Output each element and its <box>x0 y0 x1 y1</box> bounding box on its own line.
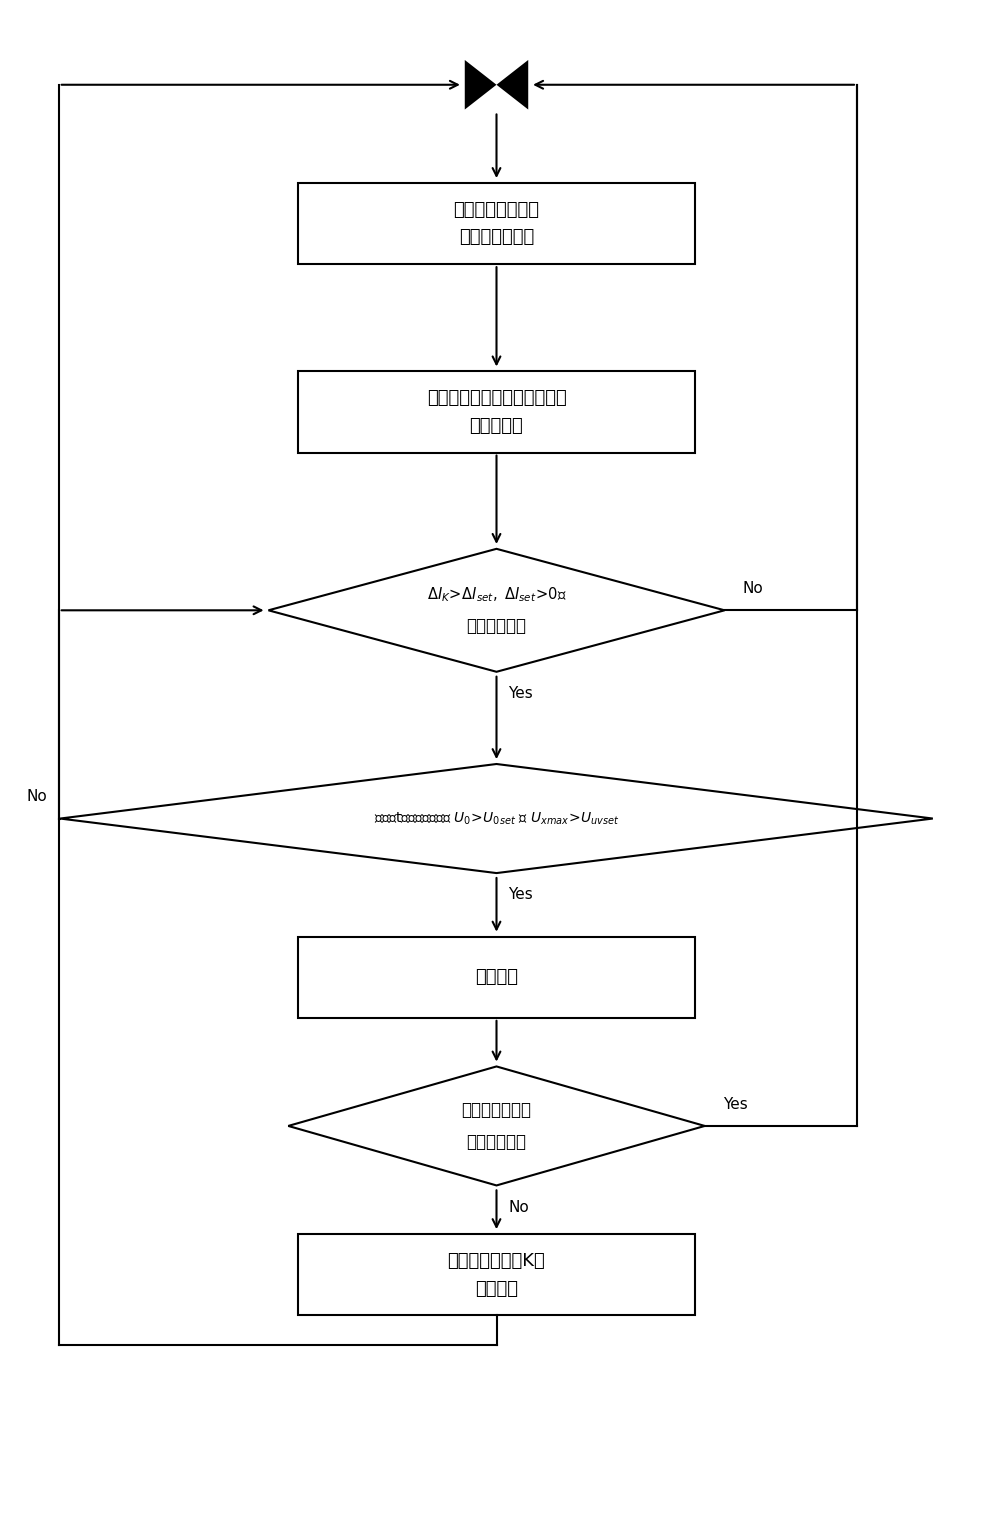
Text: 启动闭锁信号: 启动闭锁信号 <box>467 1133 526 1151</box>
Polygon shape <box>465 60 496 110</box>
Text: 跳闸出口跳开第K条: 跳闸出口跳开第K条 <box>448 1252 545 1269</box>
Polygon shape <box>288 1066 705 1185</box>
Text: 是否收到下游的: 是否收到下游的 <box>462 1101 531 1119</box>
Polygon shape <box>268 549 725 671</box>
Text: No: No <box>743 581 764 596</box>
Bar <box>298 372 695 453</box>
Text: No: No <box>26 789 47 804</box>
Text: No: No <box>508 1200 529 1214</box>
Text: Yes: Yes <box>508 887 533 902</box>
Text: 是否在t时间段内都满足 $U_0\!>\!U_{0set}$ 或 $U_{xmax}\!>\!U_{uvset}$: 是否在t时间段内都满足 $U_0\!>\!U_{0set}$ 或 $U_{xma… <box>373 810 620 827</box>
Text: 馈线保护采集母线: 馈线保护采集母线 <box>454 200 539 219</box>
Bar <box>298 1234 695 1315</box>
Bar <box>298 937 695 1018</box>
Polygon shape <box>496 60 528 110</box>
Text: Yes: Yes <box>723 1096 748 1112</box>
Text: 电压、线路电流: 电压、线路电流 <box>459 228 534 246</box>
Text: 保护启动: 保护启动 <box>475 968 518 986</box>
Text: 馈线保护计算综合判据所需的: 馈线保护计算综合判据所需的 <box>427 388 566 407</box>
Text: Yes: Yes <box>508 687 533 702</box>
Text: 电流为正方向: 电流为正方向 <box>467 618 526 635</box>
Text: $\Delta I_K\!>\!\Delta I_{set},\ \Delta I_{set}\!>\!0$且: $\Delta I_K\!>\!\Delta I_{set},\ \Delta … <box>427 586 566 604</box>
Bar <box>298 183 695 265</box>
Text: 馈线开关: 馈线开关 <box>475 1280 518 1298</box>
Polygon shape <box>61 764 932 873</box>
Text: 所有模拟量: 所有模拟量 <box>470 417 523 434</box>
